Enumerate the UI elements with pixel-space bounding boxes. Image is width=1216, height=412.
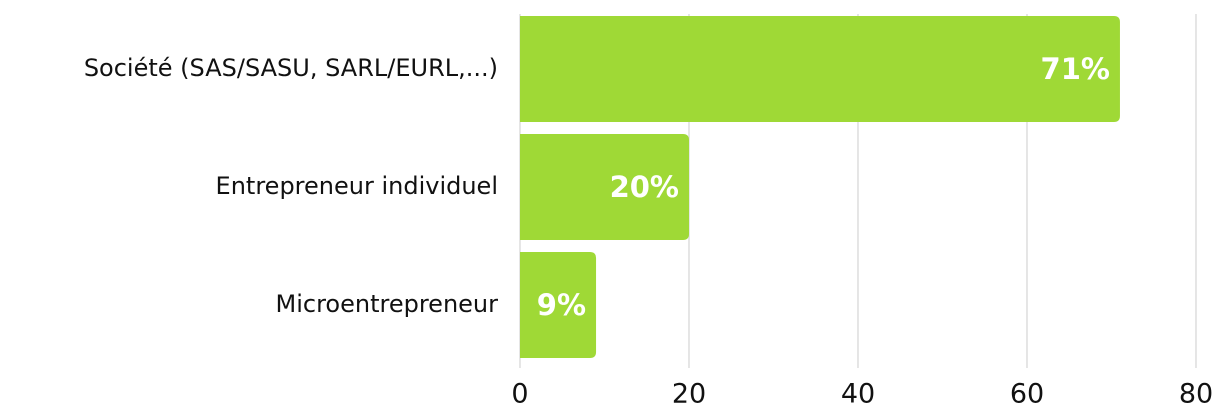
x-tick-label: 80 <box>1179 379 1213 410</box>
x-tick-label: 40 <box>841 379 875 410</box>
value-label: 9% <box>537 288 586 322</box>
x-tick-label: 60 <box>1010 379 1044 410</box>
value-label: 71% <box>1041 52 1110 86</box>
category-label: Microentrepreneur <box>276 290 499 318</box>
x-tick-label: 0 <box>511 379 528 410</box>
value-label: 20% <box>610 170 679 204</box>
category-label: Entrepreneur individuel <box>216 172 498 200</box>
bar <box>520 134 689 240</box>
bar <box>520 252 597 358</box>
bar <box>520 16 1120 122</box>
category-label: Société (SAS/SASU, SARL/EURL,...) <box>84 54 498 82</box>
x-tick-label: 20 <box>672 379 706 410</box>
